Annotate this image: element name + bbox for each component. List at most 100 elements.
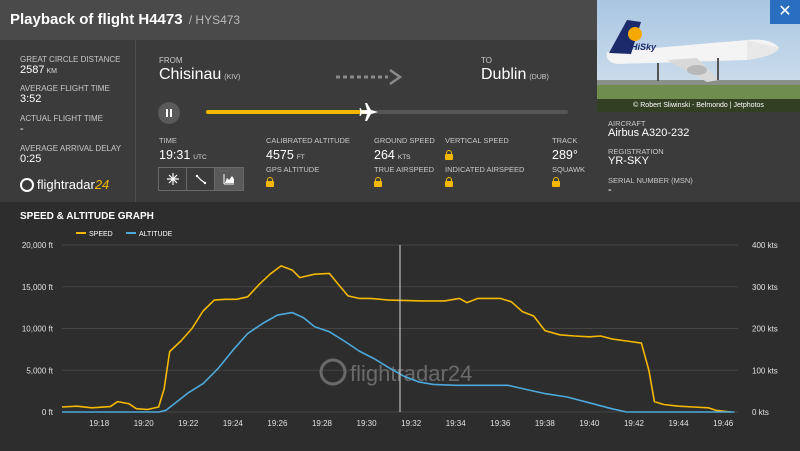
track-label: TRACK (552, 136, 578, 145)
delay-value: 0:25 (20, 153, 42, 165)
ground-speed-label: GROUND SPEED (374, 136, 435, 145)
actual-time-label: ACTUAL FLIGHT TIME (20, 114, 103, 123)
x-tick-label: 19:44 (669, 419, 690, 428)
distance-value: 2587 KM (20, 64, 57, 76)
flight-stats-column: GREAT CIRCLE DISTANCE 2587 KM AVERAGE FLI… (0, 40, 136, 202)
ground-speed-unit: KTS (397, 154, 411, 161)
actual-time-value: - (20, 123, 24, 135)
x-tick-label: 19:46 (713, 419, 734, 428)
view-toggle (158, 167, 244, 191)
registration-label: REGISTRATION (608, 147, 664, 156)
photo-credit[interactable]: © Robert Sliwinski - Belmondo | Jetphoto… (597, 99, 800, 112)
graph-title: SPEED & ALTITUDE GRAPH (20, 211, 154, 222)
aircraft-value: Airbus A320-232 (608, 127, 690, 139)
y-right-tick-label: 100 kts (752, 366, 778, 375)
close-icon: ✕ (778, 3, 792, 20)
msn-label: SERIAL NUMBER (MSN) (608, 176, 693, 185)
watermark-logo-icon (319, 358, 347, 386)
distance-number: 2587 (20, 64, 45, 76)
x-tick-label: 19:24 (223, 419, 244, 428)
lock-icon[interactable] (445, 177, 453, 187)
calibrated-altitude-number: 4575 (266, 148, 294, 162)
x-tick-label: 19:26 (267, 419, 288, 428)
y-left-tick-label: 10,000 ft (22, 325, 54, 334)
legend-label: ALTITUDE (139, 231, 173, 238)
indicated-airspeed-label: INDICATED AIRSPEED (445, 165, 525, 174)
destination-city-name: Dublin (481, 66, 527, 83)
playback-progress (206, 110, 369, 114)
x-tick-label: 19:30 (357, 419, 378, 428)
lock-icon[interactable] (445, 150, 453, 160)
x-tick-label: 19:34 (446, 419, 467, 428)
route-view-button[interactable] (187, 168, 215, 190)
to-label: TO (481, 56, 492, 65)
delay-label: AVERAGE ARRIVAL DELAY (20, 144, 122, 153)
playback-track[interactable] (206, 110, 568, 114)
x-tick-label: 19:28 (312, 419, 333, 428)
graph-view-button[interactable] (215, 168, 243, 190)
logo-number: 24 (94, 177, 110, 192)
series-line-speed (61, 265, 731, 413)
ground-speed-number: 264 (374, 148, 395, 162)
vertical-speed-label: VERTICAL SPEED (445, 136, 509, 145)
origin-code: (KIV) (224, 74, 241, 81)
lock-icon[interactable] (266, 177, 274, 187)
y-right-tick-label: 300 kts (752, 283, 778, 292)
x-tick-label: 19:18 (89, 419, 110, 428)
flightradar24-logo[interactable]: flightradar 24 (20, 177, 109, 192)
origin-city-name: Chisinau (159, 66, 222, 83)
aircraft-photo-image (597, 0, 800, 112)
lock-icon[interactable] (374, 177, 382, 187)
flight-title-text: Playback of flight H4473 (10, 11, 183, 28)
y-right-tick-label: 0 kts (752, 408, 769, 417)
y-right-tick-label: 400 kts (752, 241, 778, 250)
y-left-tick-label: 5,000 ft (26, 366, 53, 375)
livery-text: HiSky (631, 42, 657, 52)
map-view-button[interactable] (159, 168, 187, 190)
time-label: TIME (159, 136, 177, 145)
origin-city: Chisinau (KIV) (159, 66, 240, 84)
legend-label: SPEED (89, 231, 113, 238)
flight-callsign: / HYS473 (188, 13, 241, 27)
calibrated-altitude-unit: FT (296, 154, 305, 161)
from-label: FROM (159, 56, 183, 65)
close-button[interactable]: ✕ (770, 0, 800, 24)
calibrated-altitude-label: CALIBRATED ALTITUDE (266, 136, 350, 145)
msn-value: - (608, 184, 612, 196)
route-icon (195, 174, 206, 185)
time-value: 19:31 UTC (159, 148, 207, 162)
aircraft-label: AIRCRAFT (608, 119, 646, 128)
flight-title: Playback of flight H4473 / HYS473 (10, 11, 240, 28)
x-tick-label: 19:36 (490, 419, 511, 428)
time-unit: UTC (193, 154, 207, 161)
avg-time-label: AVERAGE FLIGHT TIME (20, 84, 110, 93)
destination-code: (DUB) (529, 74, 549, 81)
y-left-tick-label: 20,000 ft (22, 241, 54, 250)
aircraft-details-panel: AIRCRAFT Airbus A320-232 REGISTRATION YR… (597, 112, 800, 202)
speed-altitude-chart[interactable]: 0 ft 0 kts 5,000 ft 100 kts 10,000 ft 200 kts… (0, 222, 800, 451)
radar-icon (20, 177, 34, 192)
watermark-text: flightradar24 (350, 361, 472, 386)
y-left-tick-label: 15,000 ft (22, 283, 54, 292)
destination-city: Dublin (DUB) (481, 66, 549, 84)
series-line-altitude (62, 311, 735, 413)
gps-altitude-label: GPS ALTITUDE (266, 165, 320, 174)
airplane-icon[interactable] (359, 102, 379, 122)
y-right-tick-label: 200 kts (752, 325, 778, 334)
logo-text: flightradar (37, 177, 95, 192)
x-tick-label: 19:38 (535, 419, 556, 428)
x-tick-label: 19:32 (401, 419, 422, 428)
avg-time-value: 3:52 (20, 93, 42, 105)
distance-unit: KM (46, 68, 57, 75)
y-left-tick-label: 0 ft (42, 408, 54, 417)
true-airspeed-label: TRUE AIRSPEED (374, 165, 435, 174)
x-tick-label: 19:22 (178, 419, 199, 428)
lock-icon[interactable] (552, 177, 560, 187)
header-bar: Playback of flight H4473 / HYS473 (0, 0, 597, 40)
calibrated-altitude-value: 4575 FT (266, 148, 305, 162)
track-value: 289° (552, 148, 578, 162)
distance-label: GREAT CIRCLE DISTANCE (20, 55, 121, 64)
time-number: 19:31 (159, 148, 191, 162)
pause-button[interactable] (158, 102, 180, 124)
aircraft-photo: HiSky © Robert Sliwinski - Belmondo | Je… (597, 0, 800, 112)
